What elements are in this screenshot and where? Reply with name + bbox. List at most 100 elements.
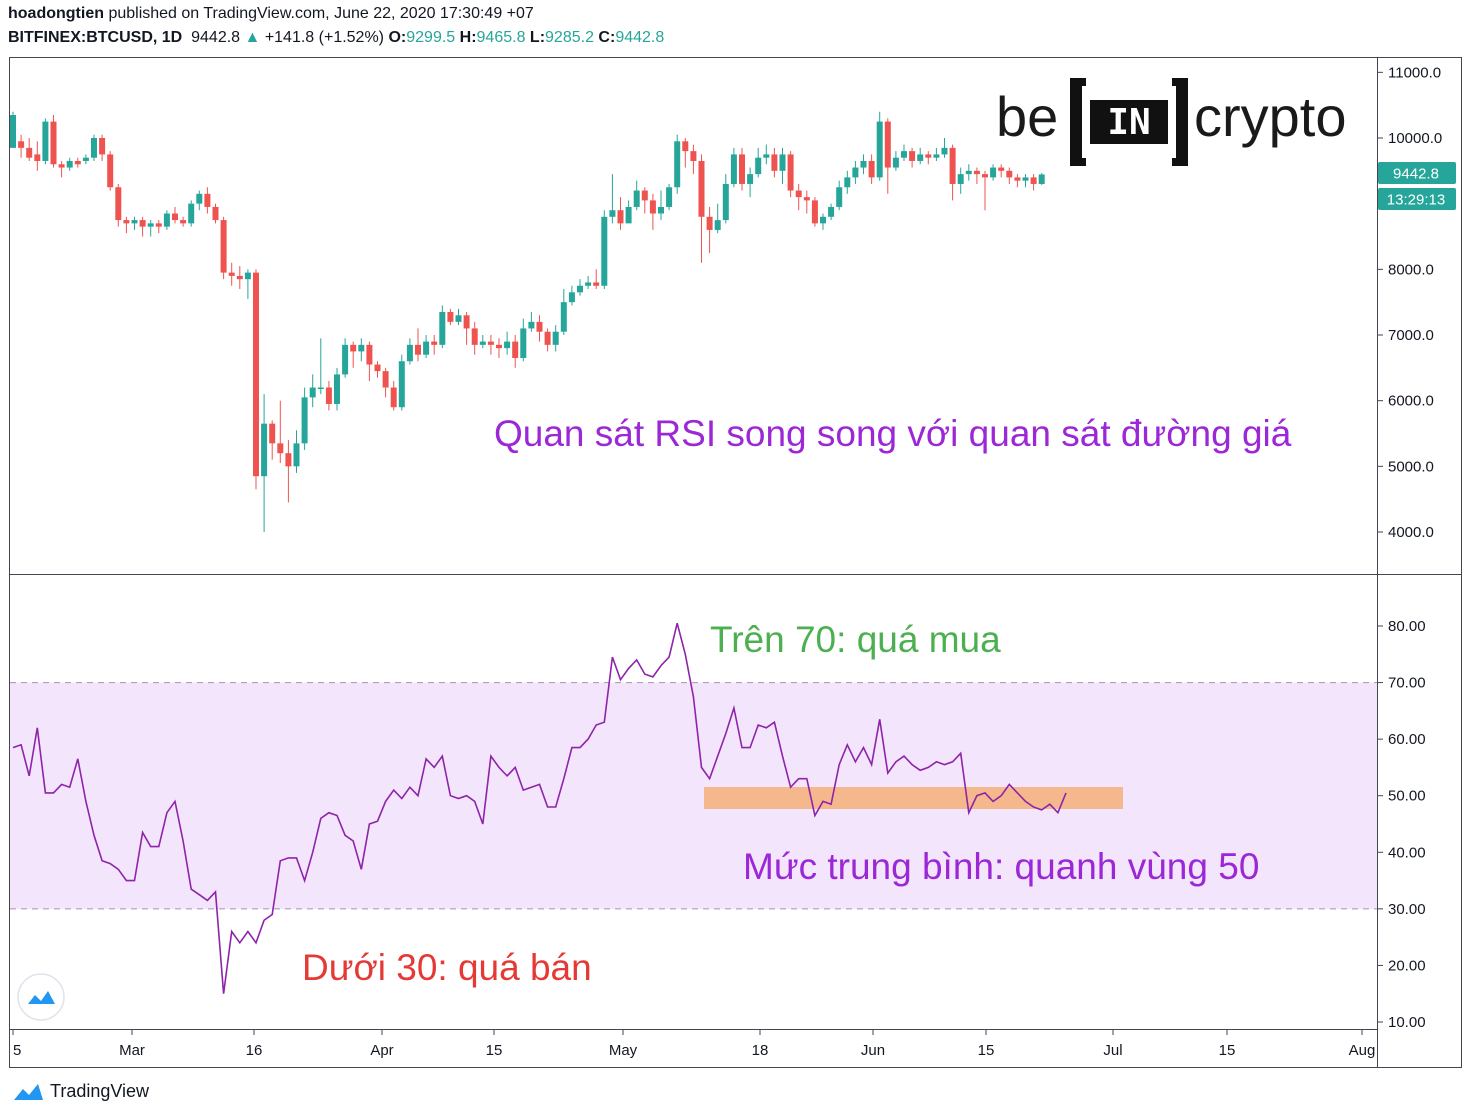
rsi-tick-label: 60.00: [1388, 731, 1426, 748]
logo-text-crypto: crypto: [1194, 85, 1347, 148]
candle: [123, 216, 130, 234]
chart-frame: [9, 57, 1462, 1068]
time-tick-label: May: [609, 1042, 638, 1059]
candle: [115, 183, 122, 227]
candle: [876, 111, 883, 181]
countdown-badge: [1378, 188, 1456, 210]
candle: [674, 134, 681, 194]
price-tick-label: 5000.0: [1388, 458, 1434, 475]
candle: [633, 180, 640, 211]
time-tick-label: Jul: [1103, 1042, 1122, 1059]
candle: [585, 275, 592, 290]
last-price: 9442.8: [191, 29, 241, 46]
candle: [309, 374, 316, 408]
rsi-tick-label: 10.00: [1388, 1014, 1426, 1031]
candlestick-series: [10, 111, 1045, 532]
candle: [390, 380, 397, 411]
candle: [568, 285, 575, 306]
candle: [941, 138, 948, 158]
candle: [860, 154, 867, 175]
candle: [690, 144, 697, 175]
candle: [1006, 167, 1013, 184]
rsi-tick-label: 50.00: [1388, 788, 1426, 805]
annotation-oversold: Dưới 30: quá bán: [302, 947, 592, 988]
candle: [965, 164, 972, 181]
annotation-overbought: Trên 70: quá mua: [710, 619, 1001, 660]
candle: [925, 151, 932, 165]
candle: [771, 147, 778, 178]
rsi-tick-label: 40.00: [1388, 844, 1426, 861]
tradingview-logo-icon: [14, 1084, 43, 1100]
logo-text-be: be: [996, 85, 1058, 148]
logo-left-bracket: [1070, 78, 1086, 166]
candle: [1030, 174, 1037, 191]
candle: [536, 315, 543, 342]
change-value: +141.8 (+1.52%): [264, 29, 385, 46]
candle: [755, 147, 762, 178]
candle: [147, 220, 154, 237]
candle: [641, 187, 648, 214]
candle: [779, 147, 786, 184]
candle: [528, 312, 535, 332]
candle: [244, 269, 251, 299]
price-tick-label: 4000.0: [1388, 524, 1434, 541]
candle: [342, 338, 349, 378]
candle: [739, 147, 745, 191]
candle: [172, 206, 178, 224]
candle: [58, 160, 65, 178]
candle: [747, 167, 754, 198]
rsi-tick-label: 80.00: [1388, 618, 1426, 635]
logo-right-bracket: [1172, 78, 1188, 166]
candle: [909, 147, 916, 168]
tradingview-watermark-icon[interactable]: [17, 973, 65, 1021]
candle: [990, 164, 997, 181]
candle: [957, 167, 964, 194]
candle: [601, 210, 608, 290]
candle: [730, 147, 737, 188]
candle: [682, 138, 689, 168]
candle: [512, 335, 519, 368]
footer-brand[interactable]: TradingView: [50, 1080, 150, 1101]
time-tick-label: 16: [246, 1042, 263, 1059]
candle: [811, 197, 818, 227]
high-label: H:: [459, 29, 477, 46]
countdown-badge-text: 13:29:13: [1387, 192, 1445, 209]
price-tick-label: 8000.0: [1388, 261, 1434, 278]
high-value: 9465.8: [476, 29, 526, 46]
candle: [50, 115, 57, 168]
candle: [544, 328, 551, 352]
ohlc-legend: BITFINEX:BTCUSD, 1D 9442.8 ▲ +141.8 (+1.…: [8, 29, 664, 47]
rsi-tick-label: 20.00: [1388, 957, 1426, 974]
candle: [1038, 173, 1045, 185]
price-tick-label: 11000.0: [1388, 64, 1441, 81]
candle: [901, 144, 907, 161]
candle: [139, 216, 146, 237]
candle: [625, 200, 632, 224]
time-tick-label: 15: [1219, 1042, 1236, 1059]
symbol-label[interactable]: BITFINEX:BTCUSD, 1D: [8, 29, 183, 46]
candle: [236, 266, 243, 290]
rsi-tick-label: 30.00: [1388, 901, 1426, 918]
candle: [131, 216, 138, 230]
candle: [520, 318, 527, 362]
rsi-50-highlight-box: [704, 787, 1123, 809]
candle: [74, 157, 81, 168]
price-tick-label: 7000.0: [1388, 327, 1434, 344]
candle: [973, 167, 980, 184]
candle: [439, 305, 446, 349]
author-name[interactable]: hoadongtien: [8, 5, 104, 22]
candle: [285, 440, 292, 503]
candle: [196, 190, 203, 211]
candle: [998, 164, 1005, 178]
candle: [317, 338, 324, 395]
time-tick-label: 15: [978, 1042, 995, 1059]
candle: [18, 134, 25, 158]
annotation-main: Quan sát RSI song song với quan sát đườn…: [494, 413, 1292, 454]
candle: [617, 197, 624, 230]
candle: [423, 335, 430, 358]
time-axis-ticks: 5 Mar 16 Apr 15 May 18 Jun 15 Jul 15 Aug: [12, 1029, 1375, 1059]
candle: [42, 118, 49, 165]
candle: [917, 147, 924, 165]
time-tick-label: Mar: [119, 1042, 145, 1059]
